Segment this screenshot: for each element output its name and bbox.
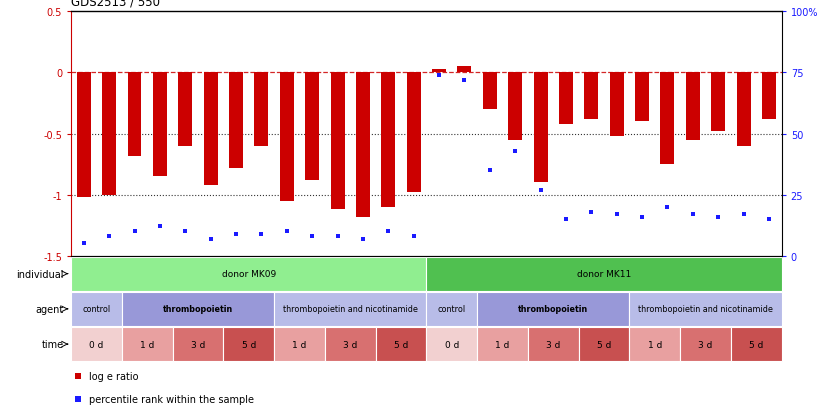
Text: 5 d: 5 d: [597, 340, 611, 349]
Bar: [635, 74, 649, 122]
Text: thrombopoietin and nicotinamide: thrombopoietin and nicotinamide: [283, 305, 418, 313]
Bar: [508, 74, 522, 140]
Bar: [178, 74, 192, 147]
Text: 1 d: 1 d: [293, 340, 307, 349]
Bar: [686, 74, 700, 140]
Text: individual: individual: [16, 269, 64, 279]
Text: 3 d: 3 d: [191, 340, 205, 349]
Bar: [660, 74, 675, 165]
Bar: [426, 257, 782, 291]
Text: donor MK11: donor MK11: [577, 270, 631, 278]
Text: agent: agent: [35, 304, 64, 314]
Text: 3 d: 3 d: [698, 340, 713, 349]
Bar: [305, 74, 319, 180]
Bar: [229, 74, 243, 169]
Bar: [426, 292, 477, 326]
Text: 5 d: 5 d: [394, 340, 408, 349]
Text: donor MK09: donor MK09: [222, 270, 276, 278]
Bar: [457, 67, 472, 74]
Bar: [375, 327, 426, 361]
Text: 3 d: 3 d: [343, 340, 358, 349]
Bar: [762, 74, 776, 120]
Bar: [381, 74, 395, 207]
Text: 3 d: 3 d: [546, 340, 560, 349]
Bar: [280, 74, 293, 201]
Text: 1 d: 1 d: [140, 340, 155, 349]
Bar: [483, 74, 497, 110]
Text: thrombopoietin: thrombopoietin: [163, 305, 233, 313]
Bar: [274, 327, 325, 361]
Text: time: time: [41, 339, 64, 349]
Bar: [71, 327, 122, 361]
Text: thrombopoietin: thrombopoietin: [518, 305, 589, 313]
Text: 0 d: 0 d: [89, 340, 104, 349]
Bar: [579, 327, 630, 361]
Bar: [609, 74, 624, 137]
Bar: [102, 74, 116, 195]
Bar: [128, 74, 141, 156]
Bar: [528, 327, 579, 361]
Bar: [584, 74, 599, 120]
Bar: [477, 292, 630, 326]
Text: 5 d: 5 d: [242, 340, 256, 349]
Text: 1 d: 1 d: [495, 340, 510, 349]
Bar: [630, 292, 782, 326]
Bar: [731, 327, 782, 361]
Bar: [426, 327, 477, 361]
Bar: [153, 74, 167, 177]
Bar: [559, 74, 573, 124]
Bar: [477, 327, 528, 361]
Text: 1 d: 1 d: [648, 340, 662, 349]
Bar: [172, 327, 223, 361]
Bar: [681, 327, 731, 361]
Bar: [254, 74, 268, 147]
Bar: [356, 74, 370, 217]
Bar: [533, 74, 548, 183]
Bar: [630, 327, 681, 361]
Bar: [77, 74, 91, 197]
Text: percentile rank within the sample: percentile rank within the sample: [89, 394, 254, 404]
Bar: [737, 74, 751, 147]
Text: GDS2513 / 550: GDS2513 / 550: [71, 0, 160, 8]
Bar: [274, 292, 426, 326]
Bar: [204, 74, 217, 185]
Bar: [406, 74, 421, 193]
Bar: [71, 257, 426, 291]
Text: control: control: [83, 305, 110, 313]
Bar: [330, 74, 344, 210]
Bar: [71, 292, 122, 326]
Text: 0 d: 0 d: [445, 340, 459, 349]
Text: 5 d: 5 d: [749, 340, 763, 349]
Bar: [325, 327, 375, 361]
Bar: [122, 327, 172, 361]
Bar: [711, 74, 725, 132]
Text: control: control: [438, 305, 466, 313]
Bar: [223, 327, 274, 361]
Text: thrombopoietin and nicotinamide: thrombopoietin and nicotinamide: [638, 305, 773, 313]
Bar: [122, 292, 274, 326]
Bar: [432, 70, 446, 74]
Text: log e ratio: log e ratio: [89, 371, 138, 381]
